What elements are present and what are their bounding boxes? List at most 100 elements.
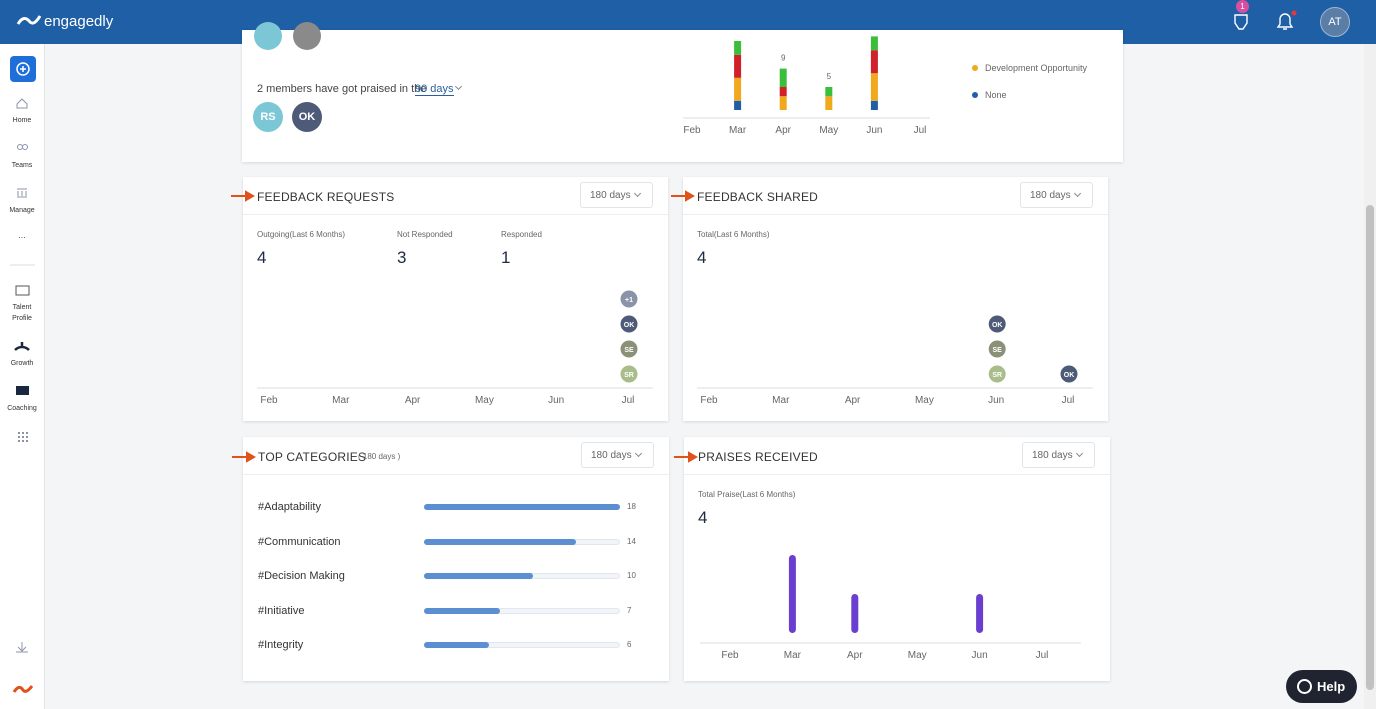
card-title: PRAISES RECEIVED xyxy=(698,450,818,464)
scroll-thumb xyxy=(1366,205,1374,690)
period-text: 180 days xyxy=(590,190,631,201)
member-avatar: OK xyxy=(292,102,322,132)
x-tick-label: Feb xyxy=(721,650,739,661)
nav-more[interactable]: ... xyxy=(18,230,26,240)
x-tick-label: Jun xyxy=(988,395,1004,406)
x-tick-label: May xyxy=(475,395,494,406)
category-name: #Initiative xyxy=(258,604,305,617)
bar-segment xyxy=(779,68,787,87)
category-count: 7 xyxy=(627,605,632,615)
bar xyxy=(788,555,796,633)
avatar xyxy=(1060,365,1078,383)
x-tick-label: Jun xyxy=(866,125,882,136)
chevron xyxy=(634,449,643,458)
nav-item[interactable]: Home xyxy=(12,117,32,124)
chart: Feb Mar Apr May Jun Jul xyxy=(700,555,1081,661)
chart: Feb Mar Apr May Jun Jul +1 OK SE SR xyxy=(257,290,653,406)
avatar xyxy=(620,290,638,308)
notification-badge: 1 xyxy=(1236,0,1249,13)
x-tick-label: Feb xyxy=(260,395,278,406)
avatar-initials: SE xyxy=(624,347,634,354)
period-dropdown[interactable]: 180 days xyxy=(580,182,653,208)
x-tick-label: Apr xyxy=(405,395,421,406)
avatar xyxy=(620,365,638,383)
period-dropdown[interactable]: 180 days xyxy=(1022,442,1095,468)
avatar xyxy=(988,365,1006,383)
stat-value: 4 xyxy=(257,248,267,267)
stat-label: Total(Last 6 Months) xyxy=(697,230,770,239)
card-divider xyxy=(243,214,668,215)
bar-segment xyxy=(734,77,742,101)
chart: Feb Mar Apr May Jun OK SE SR Jul OK xyxy=(697,315,1093,406)
stat-value: 3 xyxy=(397,248,407,267)
avatar-initials: SE xyxy=(993,347,1003,354)
avatar-initials: OK xyxy=(624,322,635,329)
nav-item[interactable]: Teams xyxy=(11,162,33,169)
legend-label: Development Opportunity xyxy=(985,63,1088,73)
card-title: FEEDBACK SHARED xyxy=(697,190,819,204)
category-count: 10 xyxy=(627,571,636,580)
bar xyxy=(424,538,577,545)
top-categories-card: TOP CATEGORIES 180 days ( 180 days ) #Adapt… xyxy=(243,437,669,681)
stat-value: 1 xyxy=(501,248,511,267)
avatar-initials: SR xyxy=(992,372,1002,379)
legend-dot xyxy=(972,92,978,98)
nav-item[interactable]: Coaching xyxy=(7,405,37,412)
x-tick-label: Jul xyxy=(622,395,635,406)
feedback-shared-card: FEEDBACK SHARED 180 days Total(Last 6 Mont… xyxy=(683,177,1108,421)
x-tick-label: May xyxy=(908,650,927,661)
chart: Feb Mar Apr 9 May 5 Jun Jul Development Opportun… xyxy=(683,36,1088,136)
bar-segment xyxy=(734,100,742,110)
category-count: 14 xyxy=(627,536,636,546)
user-avatar[interactable]: AT xyxy=(1320,7,1350,37)
category-name: #Decision Making xyxy=(258,570,345,582)
help-button[interactable]: Help xyxy=(1286,670,1357,703)
card-subtitle: ( 180 days ) xyxy=(358,452,401,461)
stat-label: Outgoing(Last 6 Months) xyxy=(257,230,346,239)
brand: engagedly xyxy=(44,13,114,30)
avatar-initials: OK xyxy=(992,322,1003,329)
total-label: 5 xyxy=(827,72,832,81)
x-tick-label: May xyxy=(819,125,838,136)
card-divider xyxy=(243,474,669,475)
period-dropdown[interactable]: 180 days xyxy=(1020,182,1093,208)
bar-segment xyxy=(870,73,878,101)
card-divider xyxy=(683,214,1108,215)
bar xyxy=(424,607,501,614)
x-tick-label: Apr xyxy=(847,650,863,661)
card-divider xyxy=(684,474,1110,475)
avatar xyxy=(988,340,1006,358)
period-text: 180 days xyxy=(591,450,632,461)
x-tick-label: Jun xyxy=(972,650,988,661)
bar xyxy=(424,504,620,510)
stat-label: Not Responded xyxy=(397,230,453,239)
x-tick-label: Feb xyxy=(683,125,701,136)
praise-overview-card: 2 members have got praised in the 90 days… xyxy=(242,30,1123,162)
sidebar xyxy=(0,0,45,709)
category-name: #Integrity xyxy=(258,639,304,651)
praise-sentence: 2 members have got praised in the xyxy=(257,83,427,95)
add-button[interactable] xyxy=(10,56,36,82)
bar-segment xyxy=(734,54,742,78)
nav-item[interactable]: Growth xyxy=(10,360,34,367)
praises-received-card: PRAISES RECEIVED 180 days Total Praise(Las… xyxy=(684,437,1110,681)
x-tick-label: Mar xyxy=(729,125,747,136)
bar-segment xyxy=(870,50,878,74)
x-tick-label: Apr xyxy=(845,395,861,406)
bar-segment xyxy=(779,87,787,97)
x-tick-label: Jun xyxy=(548,395,564,406)
card-title: TOP CATEGORIES xyxy=(258,450,367,464)
avatar xyxy=(620,315,638,333)
period-dropdown[interactable]: 180 days xyxy=(581,442,654,468)
legend-dot xyxy=(972,65,978,71)
x-tick-label: Jul xyxy=(1036,650,1049,661)
nav-item[interactable]: Manage xyxy=(9,207,35,214)
nav-item[interactable]: Talent Profile xyxy=(12,304,32,322)
stat-value: 4 xyxy=(697,248,707,267)
category-count: 18 xyxy=(627,502,636,511)
card-title: FEEDBACK REQUESTS xyxy=(257,190,395,204)
period-link[interactable]: 90 days xyxy=(415,83,454,96)
stat-label: Total Praise(Last 6 Months) xyxy=(698,490,796,499)
stat-value: 4 xyxy=(698,508,708,527)
